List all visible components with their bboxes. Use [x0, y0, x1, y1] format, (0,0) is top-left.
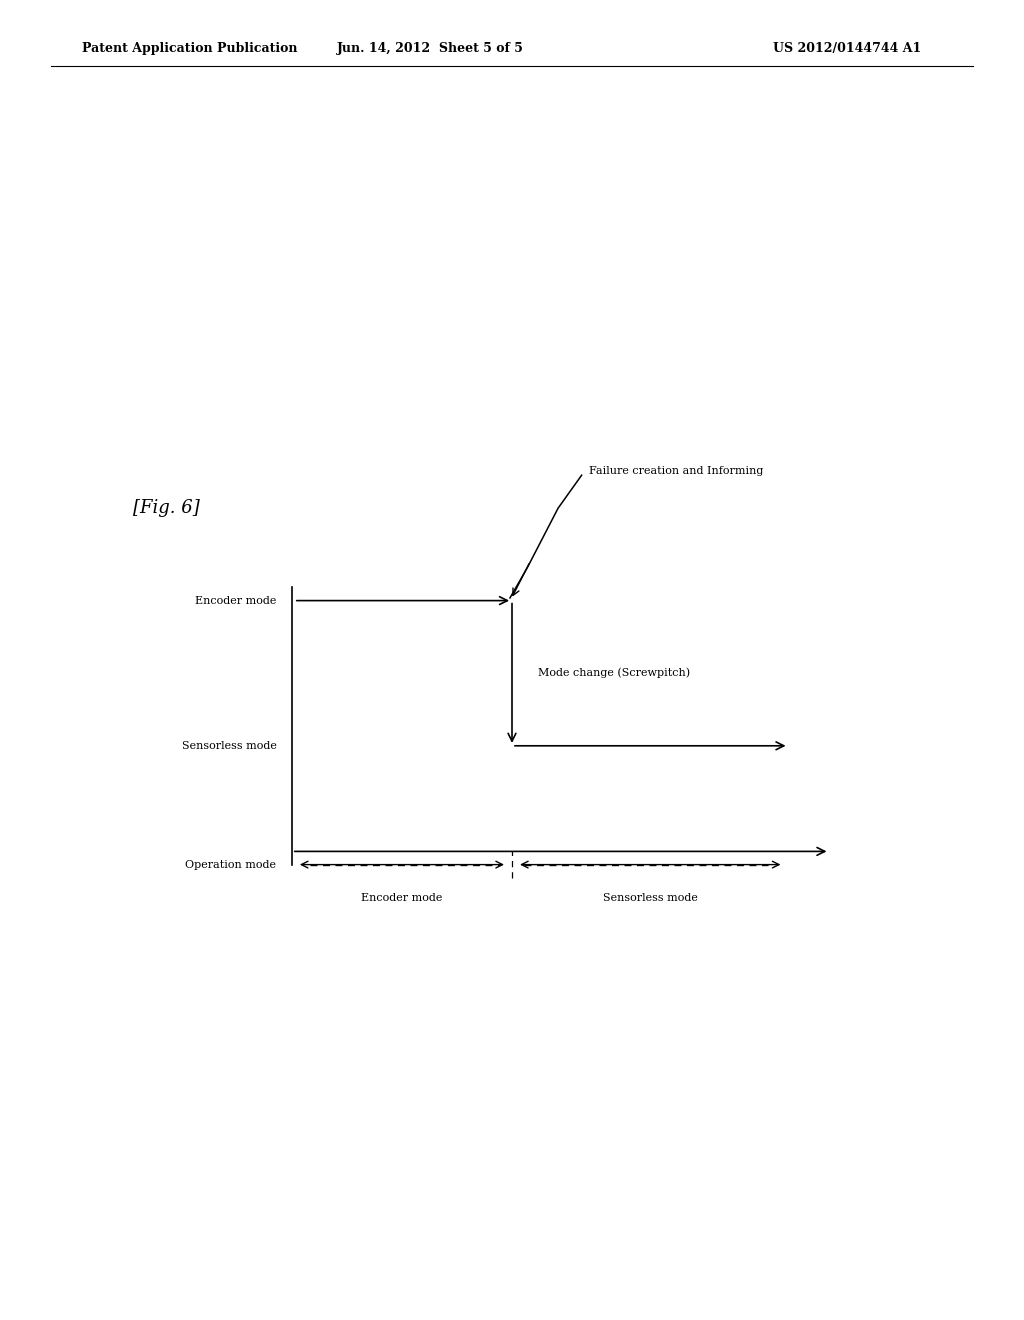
Text: US 2012/0144744 A1: US 2012/0144744 A1: [773, 42, 922, 55]
Text: Encoder mode: Encoder mode: [196, 595, 276, 606]
Text: Mode change (Screwpitch): Mode change (Screwpitch): [538, 668, 690, 678]
Text: Failure creation and Informing: Failure creation and Informing: [589, 466, 763, 477]
Text: Sensorless mode: Sensorless mode: [181, 741, 276, 751]
Text: Patent Application Publication: Patent Application Publication: [82, 42, 297, 55]
Text: [Fig. 6]: [Fig. 6]: [133, 499, 200, 517]
Text: Sensorless mode: Sensorless mode: [603, 892, 697, 903]
Text: Encoder mode: Encoder mode: [361, 892, 442, 903]
Text: Jun. 14, 2012  Sheet 5 of 5: Jun. 14, 2012 Sheet 5 of 5: [337, 42, 523, 55]
Text: Operation mode: Operation mode: [185, 859, 276, 870]
